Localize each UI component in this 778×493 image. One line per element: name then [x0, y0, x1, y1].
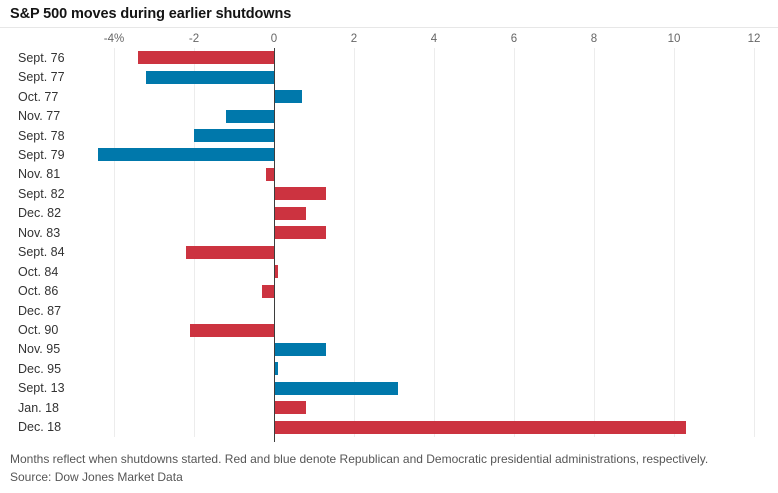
- footnote: Months reflect when shutdowns started. R…: [10, 452, 709, 466]
- category-label-oct-86: Oct. 86: [18, 284, 59, 299]
- chart-title: S&P 500 moves during earlier shutdowns: [10, 6, 292, 22]
- bar-sept-84: [186, 245, 274, 259]
- category-label-sept-79: Sept. 79: [18, 147, 65, 162]
- x-axis-tick-label: 12: [747, 33, 761, 45]
- source-line: Source: Dow Jones Market Data: [10, 470, 183, 484]
- bar-nov-83: [274, 226, 326, 240]
- category-label-oct-84: Oct. 84: [18, 264, 59, 279]
- gridline: [434, 48, 435, 437]
- category-label-sept-13: Sept. 13: [18, 381, 65, 396]
- category-label-sept-76: Sept. 76: [18, 50, 65, 65]
- x-axis-tick-label: 10: [667, 33, 681, 45]
- category-label-dec-87: Dec. 87: [18, 303, 62, 318]
- x-axis-tick-label: 8: [590, 33, 598, 45]
- bar-sept-77: [146, 70, 274, 84]
- bar-sept-13: [274, 381, 398, 395]
- bar-oct-90: [190, 323, 274, 337]
- x-axis-tick-label: 2: [350, 33, 358, 45]
- category-label-oct-90: Oct. 90: [18, 323, 59, 338]
- x-axis-tick-label: -4%: [103, 33, 125, 45]
- category-label-dec-18: Dec. 18: [18, 420, 62, 435]
- bar-sept-79: [98, 148, 274, 162]
- bar-oct-86: [262, 284, 274, 298]
- bar-nov-95: [274, 342, 326, 356]
- gridline: [114, 48, 115, 437]
- bar-oct-77: [274, 90, 302, 104]
- category-label-nov-77: Nov. 77: [18, 109, 61, 124]
- x-axis-tick-label: 4: [430, 33, 438, 45]
- bar-dec-95: [274, 362, 278, 376]
- bar-dec-82: [274, 206, 306, 220]
- gridline: [674, 48, 675, 437]
- category-label-nov-95: Nov. 95: [18, 342, 61, 357]
- zero-axis-line: [274, 48, 275, 442]
- gridline: [754, 48, 755, 437]
- category-label-sept-77: Sept. 77: [18, 70, 65, 85]
- bar-sept-78: [194, 129, 274, 143]
- x-axis-tick-label: 6: [510, 33, 518, 45]
- gridline: [194, 48, 195, 437]
- gridline: [594, 48, 595, 437]
- category-label-jan-18: Jan. 18: [18, 400, 60, 415]
- category-label-dec-82: Dec. 82: [18, 206, 62, 221]
- category-label-dec-95: Dec. 95: [18, 361, 62, 376]
- bar-sept-76: [138, 51, 274, 65]
- x-axis-tick-label: -2: [188, 33, 200, 45]
- gridline: [354, 48, 355, 437]
- gridline: [514, 48, 515, 437]
- bar-dec-18: [274, 420, 686, 434]
- x-axis-tick-label: 0: [270, 33, 278, 45]
- category-label-sept-84: Sept. 84: [18, 245, 65, 260]
- category-label-nov-83: Nov. 83: [18, 225, 61, 240]
- bar-nov-77: [226, 109, 274, 123]
- category-label-sept-82: Sept. 82: [18, 186, 65, 201]
- title-divider: [0, 27, 778, 28]
- bar-nov-81: [266, 167, 274, 181]
- bar-oct-84: [274, 265, 278, 279]
- category-label-oct-77: Oct. 77: [18, 89, 59, 104]
- bar-jan-18: [274, 401, 306, 415]
- category-label-sept-78: Sept. 78: [18, 128, 65, 143]
- category-label-nov-81: Nov. 81: [18, 167, 61, 182]
- bar-sept-82: [274, 187, 326, 201]
